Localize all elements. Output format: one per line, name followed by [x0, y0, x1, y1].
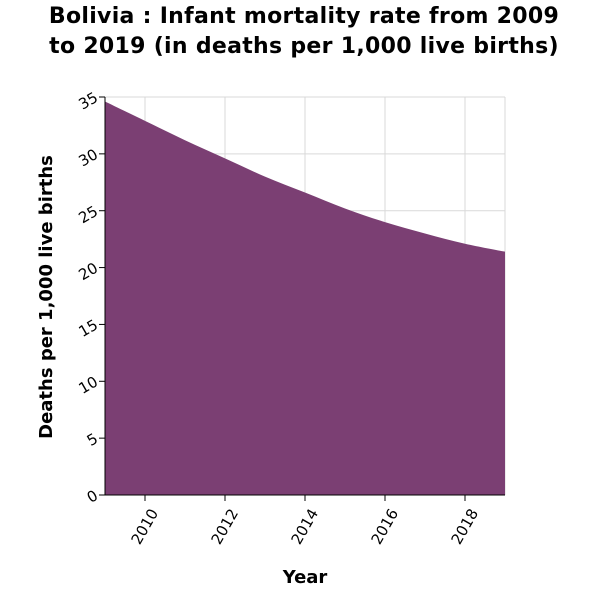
x-tick-label: 2014 — [287, 506, 322, 548]
chart-title: Bolivia : Infant mortality rate from 200… — [0, 2, 608, 62]
y-tick-label: 25 — [75, 202, 101, 227]
x-tick-label: 2010 — [127, 506, 162, 548]
x-tick-label: 2012 — [207, 506, 242, 548]
chart-title-line-2: to 2019 (in deaths per 1,000 live births… — [49, 34, 559, 59]
y-tick-label: 15 — [75, 316, 101, 341]
y-tick-label: 30 — [75, 145, 101, 170]
x-axis-ticks: 2010 2012 2014 2016 2018 — [127, 495, 482, 548]
y-tick-label: 10 — [75, 373, 101, 398]
y-axis-label: Deaths per 1,000 live births — [36, 155, 57, 439]
x-tick-label: 2018 — [447, 506, 482, 548]
y-tick-label: 5 — [84, 429, 101, 449]
y-tick-label: 35 — [75, 88, 101, 113]
chart-title-line-1: Bolivia : Infant mortality rate from 200… — [48, 4, 560, 29]
area-series — [105, 101, 505, 495]
y-axis-ticks: 0 5 10 15 20 25 30 35 — [75, 88, 105, 507]
y-tick-label: 20 — [75, 259, 101, 284]
area-fill — [105, 101, 505, 495]
x-tick-label: 2016 — [367, 506, 402, 548]
y-tick-label: 0 — [84, 486, 101, 506]
x-axis-label: Year — [282, 567, 328, 588]
